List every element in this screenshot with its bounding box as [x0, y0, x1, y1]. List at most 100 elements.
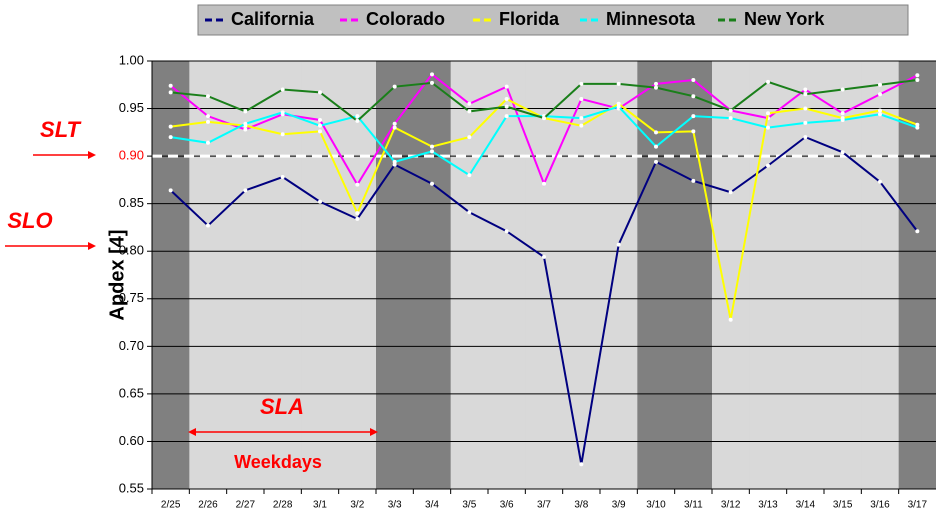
day-band — [189, 61, 228, 489]
slo-arrowhead — [88, 242, 96, 250]
slt-arrowhead — [88, 151, 96, 159]
data-point — [243, 127, 248, 132]
data-point — [803, 120, 808, 125]
data-point — [691, 114, 696, 119]
legend-box — [197, 4, 909, 36]
data-point — [467, 135, 472, 140]
y-tick-label: 0.60 — [119, 433, 144, 448]
data-point — [803, 92, 808, 97]
day-band — [338, 61, 377, 489]
data-point — [840, 87, 845, 92]
data-point — [616, 242, 621, 247]
day-band — [450, 61, 489, 489]
day-band — [898, 61, 936, 489]
data-point — [318, 90, 322, 95]
data-point — [654, 85, 658, 90]
day-band — [749, 61, 788, 489]
day-band — [488, 61, 526, 489]
sla-label: SLA — [260, 394, 304, 419]
x-tick-label: 2/25 — [161, 500, 181, 511]
data-point — [318, 117, 322, 122]
data-point — [915, 122, 920, 127]
x-tick-label: 3/14 — [796, 500, 816, 511]
data-point — [504, 97, 509, 102]
data-point — [467, 101, 472, 106]
x-tick-label: 3/3 — [388, 500, 402, 511]
data-point — [243, 188, 248, 193]
data-point — [691, 78, 696, 83]
data-point — [766, 163, 770, 168]
data-point — [467, 173, 472, 178]
data-point — [616, 81, 621, 86]
data-point — [840, 150, 845, 155]
data-point — [318, 129, 322, 134]
day-band — [637, 61, 676, 489]
data-point — [168, 124, 173, 129]
data-point — [504, 104, 509, 109]
data-point — [504, 84, 509, 89]
data-point — [168, 188, 173, 193]
x-tick-label: 3/4 — [425, 500, 439, 511]
data-point — [355, 114, 360, 119]
data-point — [206, 223, 210, 228]
x-tick-label: 3/10 — [646, 500, 666, 511]
slo-label: SLO — [7, 208, 52, 233]
legend-label: Colorado — [366, 9, 445, 29]
day-band — [376, 61, 414, 489]
data-point — [691, 94, 696, 99]
data-point — [355, 182, 360, 187]
data-point — [579, 462, 584, 467]
data-point — [206, 119, 210, 124]
x-tick-label: 3/7 — [537, 500, 551, 511]
data-point — [243, 109, 248, 114]
data-point — [318, 123, 322, 128]
data-point — [355, 216, 360, 221]
y-tick-label: 1.00 — [119, 52, 144, 67]
data-point — [878, 179, 882, 184]
day-band — [525, 61, 564, 489]
y-tick-label: 0.95 — [119, 100, 144, 115]
x-tick-label: 3/5 — [462, 500, 476, 511]
data-point — [654, 81, 658, 86]
x-tick-label: 3/13 — [758, 500, 778, 511]
data-point — [392, 162, 397, 167]
day-band — [413, 61, 452, 489]
x-tick-label: 2/26 — [198, 500, 218, 511]
data-point — [542, 254, 546, 259]
data-point — [467, 210, 472, 215]
day-band — [600, 61, 638, 489]
data-point — [691, 129, 696, 134]
day-band — [712, 61, 750, 489]
data-point — [840, 117, 845, 122]
data-point — [280, 132, 285, 137]
day-band — [674, 61, 713, 489]
data-point — [542, 116, 546, 121]
data-point — [803, 106, 808, 111]
data-point — [878, 112, 882, 117]
data-point — [654, 159, 658, 164]
data-point — [280, 110, 285, 115]
data-point — [616, 101, 621, 106]
data-point — [803, 87, 808, 92]
y-axis-label: Apdex [4] — [106, 229, 128, 320]
data-point — [915, 125, 920, 130]
y-tick-label: 0.75 — [119, 290, 144, 305]
x-tick-label: 3/17 — [908, 500, 928, 511]
data-point — [430, 181, 434, 186]
data-point — [355, 211, 360, 216]
data-point — [430, 144, 434, 149]
data-point — [392, 121, 397, 126]
data-point — [168, 83, 173, 88]
y-tick-label: 0.90 — [119, 148, 144, 163]
x-tick-label: 3/9 — [612, 500, 626, 511]
data-point — [803, 135, 808, 140]
x-tick-label: 3/1 — [313, 500, 327, 511]
data-point — [878, 108, 882, 113]
data-point — [654, 130, 658, 135]
data-point — [728, 116, 733, 121]
slt-label: SLT — [40, 117, 81, 142]
data-point — [915, 78, 920, 83]
y-tick-label: 0.80 — [119, 243, 144, 258]
data-point — [467, 109, 472, 114]
legend-label: California — [231, 9, 315, 29]
